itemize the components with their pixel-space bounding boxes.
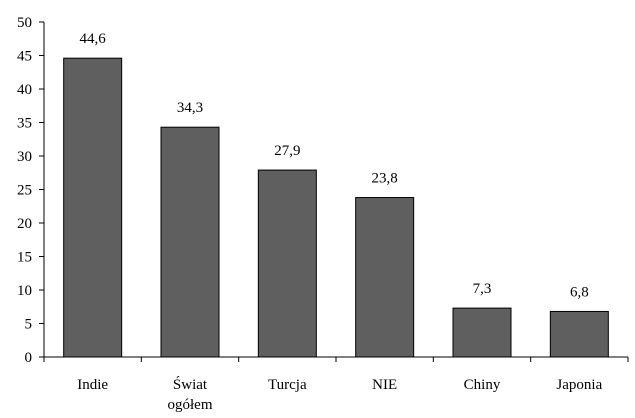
data-label: 6,8 <box>570 284 589 300</box>
bar <box>160 126 220 358</box>
category-label: NIE <box>372 377 397 393</box>
category-label: ogółem <box>168 397 213 413</box>
category-label: Turcja <box>268 377 307 393</box>
y-tick-label: 30 <box>17 149 32 165</box>
data-label: 27,9 <box>274 143 300 159</box>
x-axis: Indie Świat ogółem Turcja NIE Chiny Japonia <box>43 356 629 413</box>
data-label: 34,3 <box>177 100 203 116</box>
data-label: 23,8 <box>372 171 398 187</box>
y-tick-label: 45 <box>17 49 32 65</box>
bar <box>549 310 609 358</box>
category-label: Chiny <box>464 377 501 393</box>
bar <box>63 57 123 358</box>
y-tick-label: 0 <box>25 350 33 366</box>
category-label: Świat <box>173 376 208 393</box>
bar <box>355 197 415 358</box>
bar <box>452 307 512 358</box>
bar <box>257 169 317 358</box>
bars <box>63 57 609 358</box>
y-tick-label: 10 <box>17 283 32 299</box>
category-label: Indie <box>77 377 108 393</box>
y-tick-label: 35 <box>17 116 32 132</box>
y-tick-label: 20 <box>17 216 32 232</box>
y-tick-label: 15 <box>17 250 32 266</box>
y-axis: 0 5 10 15 20 25 30 35 40 45 50 <box>17 15 45 366</box>
y-tick-label: 5 <box>25 317 33 333</box>
category-label: Japonia <box>556 377 602 393</box>
y-tick-label: 50 <box>17 15 32 31</box>
y-tick-label: 25 <box>17 183 32 199</box>
y-tick-label: 40 <box>17 82 32 98</box>
data-labels: 44,6 34,3 27,9 23,8 7,3 6,8 <box>80 31 589 300</box>
data-label: 7,3 <box>473 281 492 297</box>
data-label: 44,6 <box>80 31 107 47</box>
